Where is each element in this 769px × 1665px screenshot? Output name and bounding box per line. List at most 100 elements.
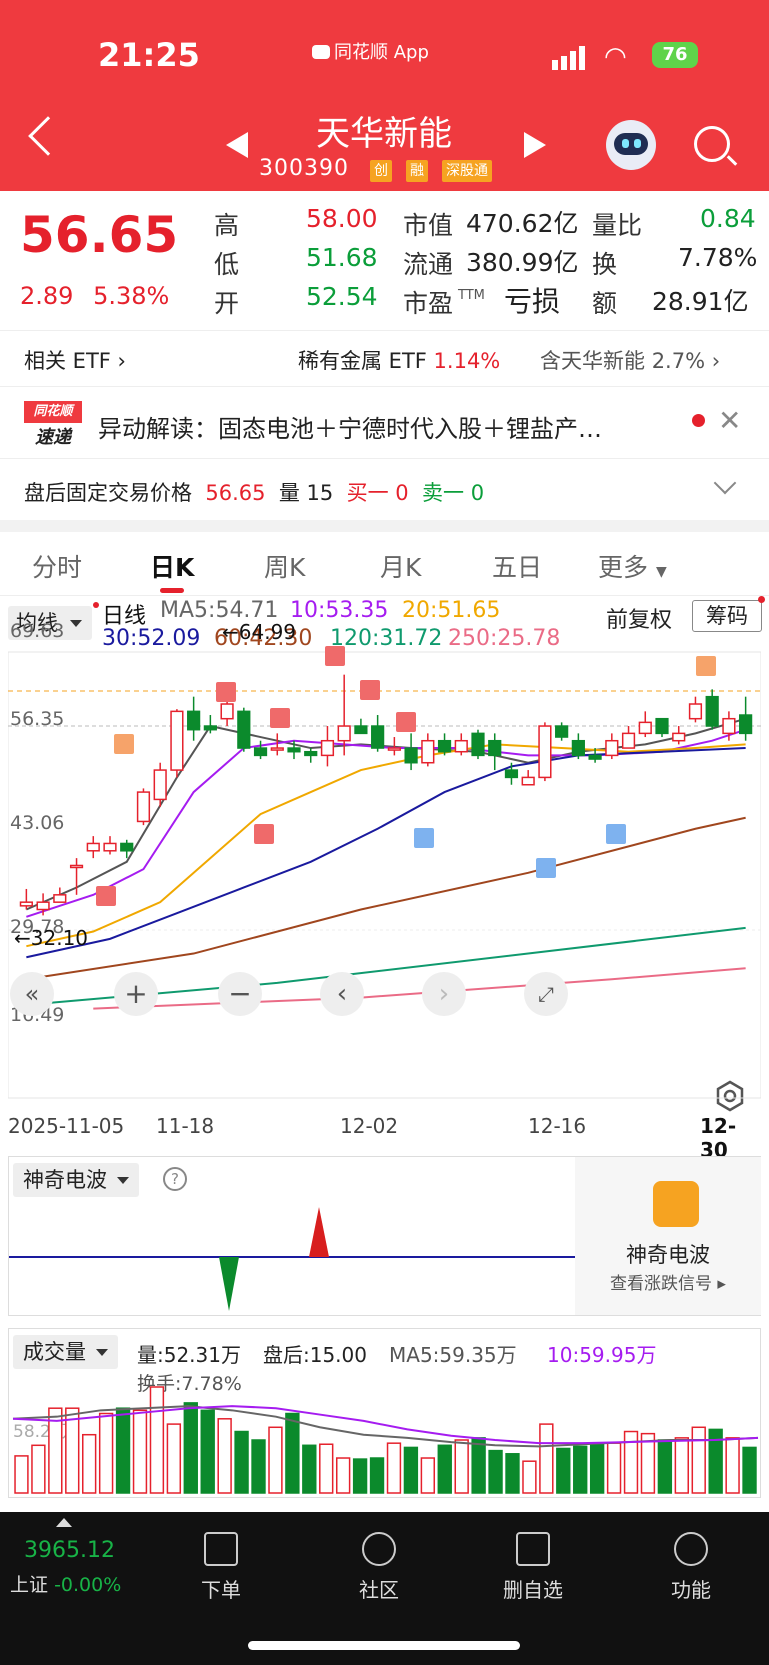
etf-row[interactable]: 相关 ETF › 稀有金属 ETF 1.14% 含天华新能 2.7% › xyxy=(0,330,769,386)
after-sell: 卖一 0 xyxy=(422,481,485,505)
candle xyxy=(237,710,251,749)
next-stock-button[interactable] xyxy=(524,132,546,158)
candle xyxy=(287,747,301,753)
candle xyxy=(337,725,351,742)
chip-button[interactable]: 筹码 xyxy=(692,600,762,632)
ma30-value: 30:52.09 xyxy=(102,626,201,651)
volume-bar xyxy=(556,1447,571,1494)
xlabel-3: 12-02 xyxy=(340,1114,399,1138)
caret-down-icon xyxy=(117,1177,129,1184)
close-icon[interactable]: ✕ xyxy=(718,404,742,437)
prev-stock-button[interactable] xyxy=(226,132,248,158)
float-value: 380.99亿 xyxy=(466,248,579,277)
home-indicator xyxy=(248,1641,520,1650)
after-label: 盘后固定交易价格 xyxy=(24,481,192,505)
candle xyxy=(605,739,619,757)
volume-bar xyxy=(386,1442,402,1494)
volume-bar xyxy=(691,1426,706,1494)
etf-label-text: 相关 ETF xyxy=(24,349,111,373)
volume-bar xyxy=(217,1418,232,1494)
search-icon[interactable] xyxy=(694,126,730,162)
candle xyxy=(739,714,753,735)
adjust-mode[interactable]: 前复权 xyxy=(606,608,673,633)
nav-functions[interactable]: 功能 xyxy=(646,1532,736,1603)
volume-ma5: MA5:59.35万 xyxy=(389,1343,517,1367)
ma-selector[interactable]: 均线 xyxy=(8,606,92,640)
candle xyxy=(19,901,33,907)
chart-tabs: 分时 日K 周K 月K 五日 更多 ▼ xyxy=(0,534,769,1112)
volume-bar xyxy=(488,1449,503,1494)
after-price: 56.65 xyxy=(205,481,266,505)
ma20-value: 20:51.65 xyxy=(402,598,501,623)
fullscreen-icon[interactable]: ⤢ xyxy=(524,972,568,1016)
section-divider xyxy=(0,520,769,532)
step-left-icon[interactable]: ‹ xyxy=(320,972,364,1016)
ma60-value: 60:42.30 xyxy=(214,626,313,651)
after-hours-info: 盘后固定交易价格 56.65 量 15 买一 0 卖一 0 xyxy=(24,477,484,507)
candle xyxy=(203,725,217,731)
candle xyxy=(705,695,719,727)
volume-selector[interactable]: 成交量 xyxy=(13,1335,118,1369)
tab-five-day[interactable]: 五日 xyxy=(492,553,543,582)
kline-chart[interactable]: 均线 日线 MA5:54.71 10:53.35 20:51.65 30:52.… xyxy=(8,596,765,1162)
nav-functions-label: 功能 xyxy=(671,1578,711,1602)
amount-label: 额 xyxy=(592,289,618,318)
zoom-out-icon[interactable]: − xyxy=(218,972,262,1016)
ai-assistant-icon[interactable] xyxy=(606,120,656,170)
index-up-icon xyxy=(56,1518,72,1527)
volume-after: 盘后:15.00 xyxy=(263,1343,367,1367)
index-value[interactable]: 3965.12 xyxy=(24,1538,115,1563)
chip-dot-icon xyxy=(758,596,765,603)
wave-card-sub: 查看涨跌信号 ▸ xyxy=(610,1274,726,1294)
xlabel-4: 12-16 xyxy=(528,1114,587,1138)
volume-bar xyxy=(505,1453,520,1494)
news-row[interactable]: 同花顺 速递 异动解读：固态电池＋宁德时代入股＋锂盐产… xyxy=(0,386,769,458)
help-icon[interactable]: ? xyxy=(163,1167,187,1191)
ylabel-3: 43.06 xyxy=(10,812,65,834)
after-hours-row[interactable]: 盘后固定交易价格 56.65 量 15 买一 0 卖一 0 xyxy=(0,458,769,520)
tab-weekly-k[interactable]: 周K xyxy=(264,553,306,582)
tab-daily-k[interactable]: 日K xyxy=(150,553,195,582)
volume-bar xyxy=(573,1445,588,1494)
tab-monthly-k[interactable]: 月K xyxy=(380,553,422,582)
news-headline[interactable]: 异动解读：固态电池＋宁德时代入股＋锂盐产… xyxy=(98,415,602,443)
ma-selector-text: 均线 xyxy=(16,611,58,635)
nav-remove-watch[interactable]: 删自选 xyxy=(488,1532,578,1603)
candle xyxy=(69,864,84,869)
etf-holding: 含天华新能 2.7% › xyxy=(540,349,721,373)
candle xyxy=(103,842,117,852)
caret-down-icon xyxy=(70,620,82,627)
candle xyxy=(120,842,134,852)
volume-bar xyxy=(200,1409,215,1494)
volume-bar xyxy=(352,1458,368,1494)
tab-timeshare[interactable]: 分时 xyxy=(32,553,83,582)
candle xyxy=(588,754,602,760)
wave-selector[interactable]: 神奇电波 xyxy=(13,1163,139,1197)
nav-order[interactable]: 下单 xyxy=(176,1532,266,1603)
scroll-left-fast-icon[interactable]: « xyxy=(10,972,54,1016)
volume-bar xyxy=(606,1442,622,1494)
battery-level: 76 xyxy=(662,44,688,65)
candle xyxy=(555,725,569,738)
zoom-in-icon[interactable]: + xyxy=(114,972,158,1016)
step-right-icon[interactable]: › xyxy=(422,972,466,1016)
back-button[interactable] xyxy=(28,116,68,156)
tab-more[interactable]: 更多 ▼ xyxy=(598,548,667,584)
status-app-name: 同花顺 App xyxy=(312,38,429,64)
header-bar: 21:25 同花顺 App ◠ 76 天华新能 300390 创 融 深股通 xyxy=(0,0,769,191)
volume-bar xyxy=(98,1412,114,1494)
active-tab-indicator xyxy=(160,588,184,593)
settings-gear-icon[interactable] xyxy=(714,1080,746,1112)
ylabel-2: 56.35 xyxy=(10,708,65,730)
stock-code: 300390 xyxy=(259,156,349,181)
volume-bar xyxy=(471,1437,486,1494)
volume-bar xyxy=(725,1437,740,1494)
volume-bar xyxy=(403,1446,419,1494)
caret-down-icon xyxy=(96,1349,108,1356)
candle xyxy=(86,842,100,852)
volume-bar xyxy=(369,1457,385,1494)
nav-community[interactable]: 社区 xyxy=(334,1532,424,1603)
volume-bar xyxy=(420,1457,436,1494)
wave-promo-card[interactable]: 神奇电波 查看涨跌信号 ▸ xyxy=(575,1157,761,1315)
volume-bar xyxy=(234,1430,249,1494)
